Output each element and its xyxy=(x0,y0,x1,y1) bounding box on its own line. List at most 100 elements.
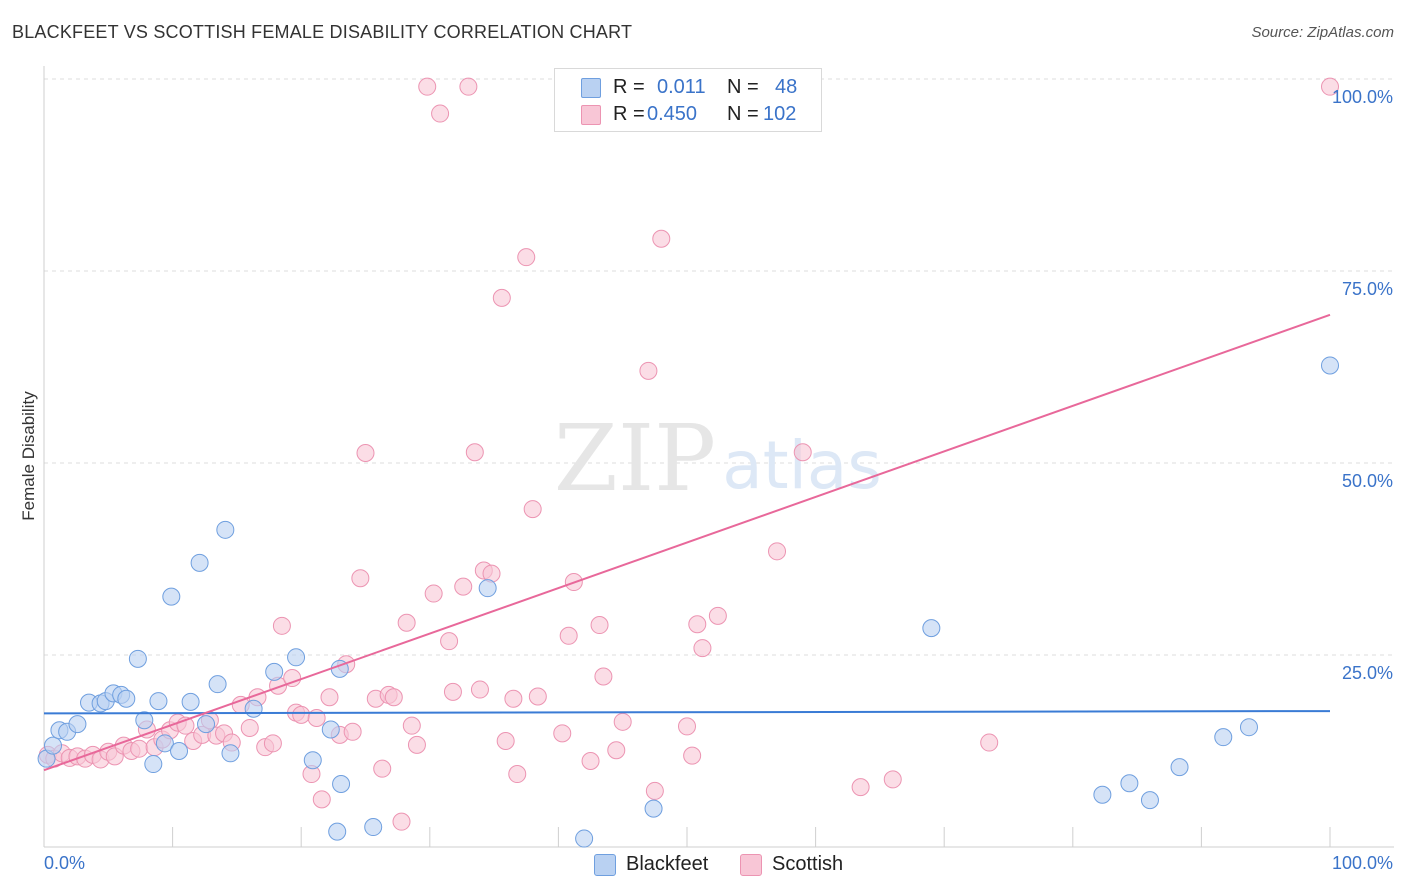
series-blackfeet xyxy=(37,356,1339,848)
bottom-swatch-blackfeet xyxy=(594,854,616,876)
bottom-swatch-scottish xyxy=(740,854,762,876)
scottish-point-79 xyxy=(645,781,664,800)
series-scottish xyxy=(38,76,1339,831)
blackfeet-point-1 xyxy=(44,736,63,755)
blackfeet-point-35 xyxy=(644,799,663,818)
legend-r-label: R = xyxy=(613,103,645,125)
legend-swatch-blackfeet xyxy=(581,78,601,98)
scottish-point-80 xyxy=(652,229,671,248)
source-credit: Source: ZipAtlas.com xyxy=(1251,24,1394,41)
scottish-point-66 xyxy=(508,765,527,784)
scottish-point-48 xyxy=(392,812,411,831)
scottish-point-60 xyxy=(470,680,489,699)
blackfeet-point-43 xyxy=(1321,356,1339,375)
blackfeet-point-42 xyxy=(1239,718,1258,737)
scottish-point-32 xyxy=(283,669,302,688)
legend-n-value: 102 xyxy=(763,103,797,125)
x-tick-label-1: 100.0% xyxy=(1332,853,1393,873)
scottish-point-26 xyxy=(240,718,259,737)
scottish-point-29 xyxy=(263,734,282,753)
blackfeet-point-28 xyxy=(321,720,340,739)
blackfeet-point-24 xyxy=(244,699,263,718)
scottish-trend-line xyxy=(43,313,1331,772)
scottish-point-52 xyxy=(418,77,437,96)
legend-r-value: 0.011 xyxy=(657,76,706,98)
trend-lines xyxy=(43,313,1331,772)
scottish-point-83 xyxy=(688,615,707,634)
blackfeet-trend-line xyxy=(43,710,1331,715)
blackfeet-point-37 xyxy=(1093,785,1112,804)
scottish-point-63 xyxy=(492,288,511,307)
scottish-point-45 xyxy=(373,759,392,778)
scottish-point-81 xyxy=(678,717,696,736)
legend-row-scottish: R = 0.450 N = 102 xyxy=(581,101,821,127)
scottish-point-47 xyxy=(384,688,403,707)
tick-labels: 25.0% 50.0% 75.0% 100.0% 0.0% 100.0% xyxy=(44,87,1393,873)
legend-r-label: R = xyxy=(613,76,645,98)
blackfeet-point-16 xyxy=(162,587,181,606)
scottish-point-91 xyxy=(980,733,999,752)
scottish-point-12 xyxy=(130,739,149,758)
blackfeet-point-22 xyxy=(221,744,240,763)
scottish-point-87 xyxy=(768,542,787,561)
blackfeet-point-38 xyxy=(1120,774,1139,793)
blackfeet-point-34 xyxy=(575,829,594,848)
scottish-point-88 xyxy=(793,443,812,462)
blackfeet-point-15 xyxy=(155,734,174,753)
scottish-point-92 xyxy=(1321,77,1339,96)
blackfeet-point-40 xyxy=(1170,758,1189,777)
scottish-point-53 xyxy=(424,584,443,603)
blackfeet-point-27 xyxy=(303,751,322,770)
legend-r-value: 0.450 xyxy=(647,103,698,125)
scottish-point-64 xyxy=(496,732,515,751)
scottish-point-37 xyxy=(312,790,331,809)
blackfeet-point-4 xyxy=(68,715,87,734)
y-tick-label-3: 100.0% xyxy=(1332,87,1393,107)
watermark: ZIP atlas xyxy=(554,405,882,512)
y-tick-label-0: 25.0% xyxy=(1342,663,1393,683)
y-tick-label-2: 75.0% xyxy=(1342,279,1393,299)
legend-n-value: 48 xyxy=(775,76,798,98)
scottish-point-77 xyxy=(613,712,632,731)
legend-n-label: N = xyxy=(727,76,759,98)
scottish-point-89 xyxy=(851,778,870,797)
blackfeet-point-26 xyxy=(287,648,306,667)
watermark-zip: ZIP xyxy=(554,405,716,512)
scottish-point-71 xyxy=(559,626,578,645)
scottish-point-82 xyxy=(683,746,702,765)
correlation-legend: R = 0.011 N = 48 R = 0.450 N = 102 xyxy=(554,68,822,132)
blackfeet-point-33 xyxy=(478,579,497,598)
blackfeet-point-23 xyxy=(216,520,235,539)
scottish-point-42 xyxy=(351,569,370,588)
scottish-point-70 xyxy=(553,724,572,743)
watermark-atlas: atlas xyxy=(722,427,882,504)
scottish-point-69 xyxy=(528,687,547,706)
blackfeet-point-39 xyxy=(1140,791,1159,810)
scottish-point-57 xyxy=(454,577,473,596)
scottish-point-78 xyxy=(639,361,658,380)
scottish-point-90 xyxy=(883,770,902,789)
bottom-legend-label-scottish: Scottish xyxy=(772,853,844,875)
scottish-point-59 xyxy=(465,443,484,462)
scottish-point-76 xyxy=(607,741,626,760)
blackfeet-point-21 xyxy=(208,675,227,694)
scottish-point-56 xyxy=(443,682,462,701)
blackfeet-point-41 xyxy=(1214,728,1233,747)
scottish-point-51 xyxy=(407,735,426,754)
legend-row-blackfeet: R = 0.011 N = 48 xyxy=(581,74,821,100)
scottish-point-54 xyxy=(431,104,450,123)
scottish-point-68 xyxy=(523,500,542,519)
blackfeet-point-18 xyxy=(181,692,200,711)
blackfeet-point-12 xyxy=(135,711,154,730)
scottish-point-55 xyxy=(440,632,459,651)
scottish-point-58 xyxy=(459,77,478,96)
chart-title: BLACKFEET VS SCOTTISH FEMALE DISABILITY … xyxy=(12,22,633,42)
scottish-point-67 xyxy=(517,248,536,267)
y-tick-label-1: 50.0% xyxy=(1342,471,1393,491)
blackfeet-point-10 xyxy=(117,689,136,708)
blackfeet-point-32 xyxy=(364,818,383,837)
scottish-point-84 xyxy=(693,639,712,658)
blackfeet-point-13 xyxy=(144,755,163,774)
scottish-point-50 xyxy=(402,716,421,735)
